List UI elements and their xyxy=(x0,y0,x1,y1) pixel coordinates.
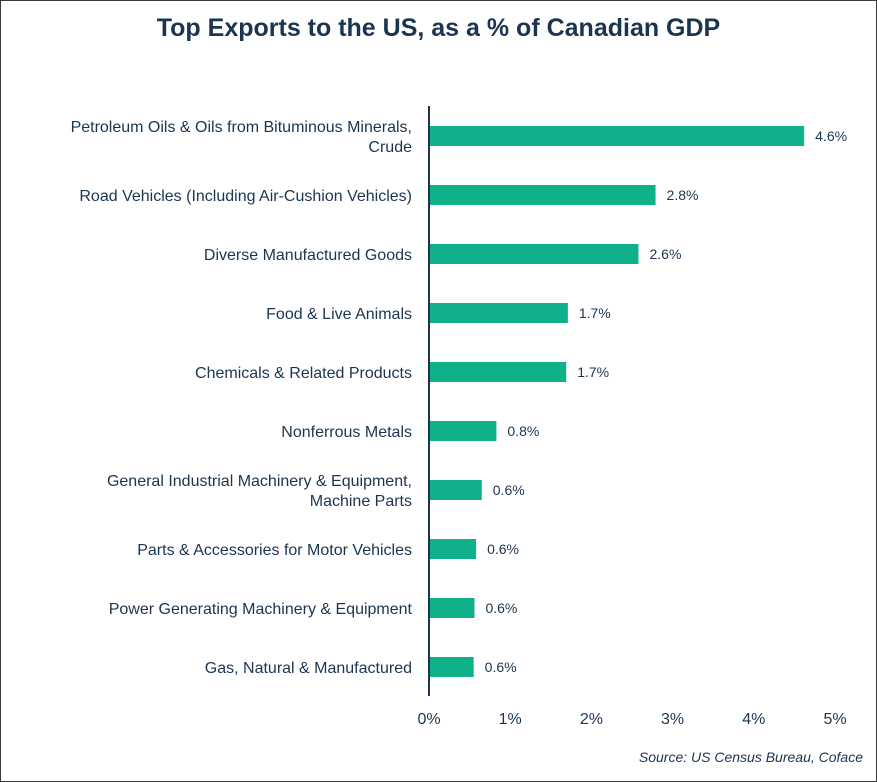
value-label-3: 2.6% xyxy=(649,246,681,262)
category-label-5: Chemicals & Related Products xyxy=(195,365,412,382)
x-tick-label-5: 5% xyxy=(823,711,846,728)
bar-8 xyxy=(429,539,477,559)
value-label-9: 0.6% xyxy=(485,600,517,616)
bar-7 xyxy=(429,480,482,500)
category-label-10: Gas, Natural & Manufactured xyxy=(205,660,412,677)
category-label-3: Diverse Manufactured Goods xyxy=(204,247,412,264)
value-label-1: 4.6% xyxy=(815,128,847,144)
x-tick-label-3: 3% xyxy=(661,711,684,728)
category-label-8: Parts & Accessories for Motor Vehicles xyxy=(137,542,412,559)
chart-title: Top Exports to the US, as a % of Canadia… xyxy=(156,14,721,42)
category-label-1: Petroleum Oils & Oils from Bituminous Mi… xyxy=(71,119,413,156)
bar-5 xyxy=(429,362,567,382)
bar-6 xyxy=(429,421,497,441)
x-tick-label-2: 2% xyxy=(580,711,603,728)
value-label-7: 0.6% xyxy=(493,482,525,498)
bar-2 xyxy=(429,185,656,205)
value-label-6: 0.8% xyxy=(507,423,539,439)
category-label-6: Nonferrous Metals xyxy=(281,424,412,441)
bar-1 xyxy=(429,126,805,146)
x-tick-label-1: 1% xyxy=(499,711,522,728)
bar-3 xyxy=(429,244,639,264)
value-label-4: 1.7% xyxy=(579,305,611,321)
category-label-9: Power Generating Machinery & Equipment xyxy=(109,601,413,618)
value-label-2: 2.8% xyxy=(667,187,699,203)
value-label-8: 0.6% xyxy=(487,541,519,557)
bar-10 xyxy=(429,657,474,677)
source-note: Source: US Census Bureau, Coface xyxy=(638,749,863,765)
x-tick-label-4: 4% xyxy=(742,711,765,728)
value-label-5: 1.7% xyxy=(577,364,609,380)
bar-9 xyxy=(429,598,475,618)
x-tick-label-0: 0% xyxy=(417,711,440,728)
category-label-2: Road Vehicles (Including Air-Cushion Veh… xyxy=(79,188,412,205)
value-label-10: 0.6% xyxy=(485,659,517,675)
category-label-4: Food & Live Animals xyxy=(266,306,412,323)
bar-4 xyxy=(429,303,568,323)
category-label-7: General Industrial Machinery & Equipment… xyxy=(107,473,412,510)
